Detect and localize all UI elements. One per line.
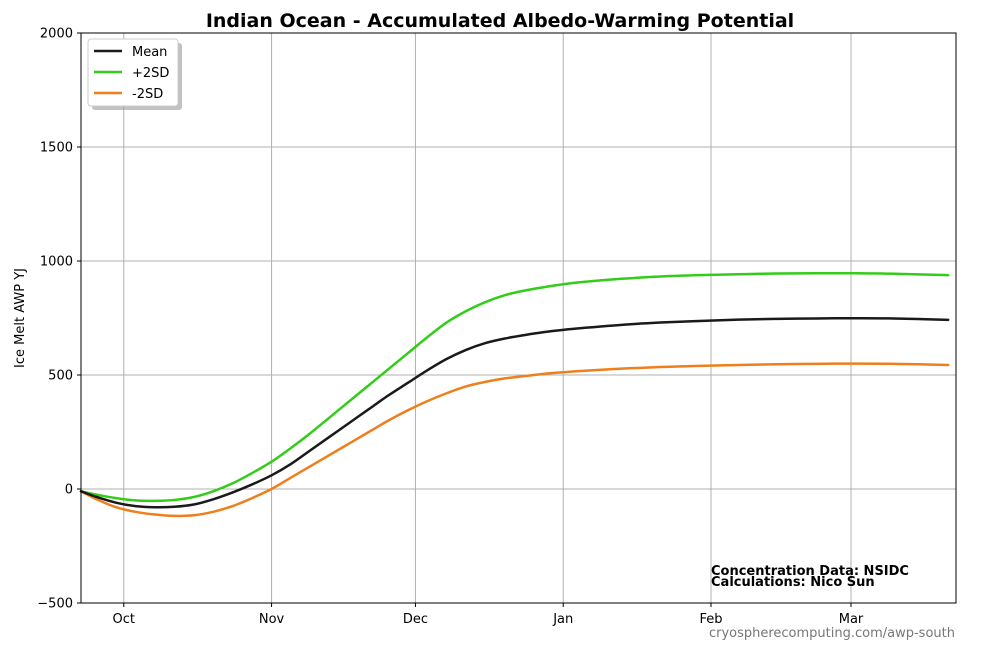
legend: Mean +2SD -2SD: [87, 38, 182, 110]
x-tick-label: Oct: [113, 612, 135, 627]
series-line-mean: [79, 316, 950, 509]
y-axis-ticks: −500 0 500 1000 1500 2000: [37, 27, 81, 612]
plot-frame: [80, 32, 957, 604]
y-tick-label: 1000: [40, 255, 73, 270]
x-tick-label: Feb: [699, 612, 722, 627]
x-axis-ticks: Oct Nov Dec Jan Feb Mar: [113, 603, 864, 627]
x-tick-label: Jan: [552, 612, 573, 627]
annotation-data-source: Concentration Data: NSIDC: [711, 564, 909, 579]
legend-label-mean: Mean: [132, 45, 167, 60]
legend-box: [87, 38, 179, 107]
footer-url: cryospherecomputing.com/awp-south: [709, 626, 955, 641]
chart-title: Indian Ocean - Accumulated Albedo-Warmin…: [206, 10, 794, 32]
y-axis-label: Ice Melt AWP YJ: [13, 268, 28, 368]
legend-label-plus2sd: +2SD: [132, 66, 169, 81]
series-line-2sd: [79, 362, 950, 518]
x-tick-label: Nov: [259, 612, 285, 627]
legend-label-minus2sd: -2SD: [132, 87, 163, 102]
series-lines: [79, 272, 950, 518]
annotation-calculations: Calculations: Nico Sun: [711, 575, 875, 590]
y-tick-label: 500: [48, 369, 73, 384]
y-tick-label: −500: [37, 597, 73, 612]
y-tick-label: 1500: [40, 141, 73, 156]
series-line-2sd: [79, 272, 950, 503]
y-tick-label: 0: [65, 483, 73, 498]
x-tick-label: Mar: [839, 612, 864, 627]
y-tick-label: 2000: [40, 27, 73, 42]
x-tick-label: Dec: [403, 612, 428, 627]
